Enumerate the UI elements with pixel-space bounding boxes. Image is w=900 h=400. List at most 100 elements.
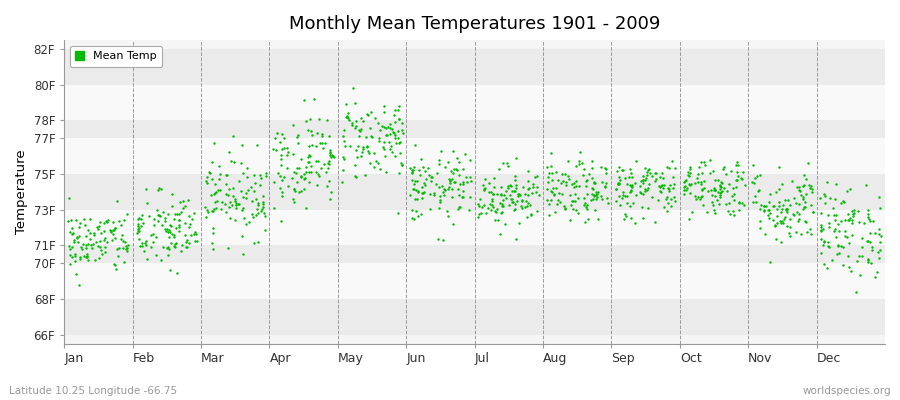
Point [202, 170, 217, 176]
Point [226, 133, 240, 139]
Point [65, 231, 79, 238]
Point [79, 251, 94, 257]
Point [770, 212, 784, 219]
Point [336, 167, 350, 174]
Point [391, 135, 405, 142]
Point [107, 261, 122, 267]
Point [494, 191, 508, 197]
Point [420, 164, 435, 171]
Point [202, 168, 216, 175]
Point [122, 242, 136, 248]
Point [863, 218, 878, 224]
Point [451, 206, 465, 212]
Point [371, 120, 385, 126]
Point [212, 170, 227, 177]
Point [821, 243, 835, 249]
Point [190, 238, 204, 244]
Point [825, 205, 840, 212]
Point [528, 189, 543, 195]
Point [778, 214, 792, 220]
Point [706, 202, 720, 208]
Point [677, 186, 691, 193]
Point [248, 196, 263, 203]
Point [148, 234, 163, 241]
Point [509, 236, 524, 242]
Point [491, 217, 505, 223]
Point [382, 124, 396, 130]
Point [88, 239, 103, 245]
Point [482, 204, 496, 211]
Point [829, 181, 843, 187]
Point [786, 211, 800, 217]
Point [703, 187, 717, 194]
Point [616, 189, 631, 195]
Point [679, 183, 693, 190]
Point [186, 231, 201, 237]
Point [286, 151, 301, 157]
Point [275, 189, 290, 196]
Point [854, 235, 868, 242]
Point [403, 165, 418, 171]
Point [324, 189, 338, 196]
Point [456, 165, 471, 172]
Point [337, 126, 351, 133]
Point [394, 159, 409, 166]
Point [725, 207, 740, 214]
Point [275, 193, 290, 199]
Point [791, 218, 806, 224]
Point [478, 176, 492, 182]
Point [349, 123, 364, 130]
Point [179, 239, 194, 245]
Point [435, 148, 449, 154]
Point [72, 233, 86, 240]
Point [772, 199, 787, 206]
Point [775, 181, 789, 187]
Point [523, 202, 537, 208]
Point [773, 218, 788, 224]
Point [500, 185, 515, 191]
Point [99, 217, 113, 224]
Point [380, 131, 394, 138]
Point [796, 196, 810, 202]
Point [806, 208, 820, 215]
Point [827, 212, 842, 218]
Point [649, 176, 663, 182]
Point [737, 202, 751, 208]
Point [562, 217, 577, 224]
Point [665, 185, 680, 192]
Point [488, 216, 502, 223]
Point [415, 184, 429, 190]
Point [611, 174, 625, 180]
Point [557, 170, 572, 177]
Point [421, 171, 436, 178]
Point [843, 268, 858, 274]
Point [321, 160, 336, 166]
Point [546, 190, 561, 197]
Point [276, 145, 291, 152]
Point [555, 171, 570, 177]
Point [695, 170, 709, 176]
Point [64, 217, 78, 223]
Point [154, 256, 168, 263]
Point [590, 196, 604, 202]
Point [142, 212, 157, 219]
Point [648, 170, 662, 176]
Point [745, 162, 760, 168]
Point [369, 158, 383, 164]
Point [734, 200, 749, 206]
Point [659, 196, 673, 203]
Point [404, 169, 419, 176]
Point [180, 237, 194, 244]
Point [779, 206, 794, 212]
Point [406, 186, 420, 192]
Point [275, 131, 290, 137]
Point [302, 152, 317, 158]
Point [698, 162, 713, 168]
Point [62, 252, 77, 258]
Point [652, 183, 667, 190]
Point [587, 180, 601, 186]
Point [792, 187, 806, 194]
Point [211, 186, 225, 193]
Point [748, 174, 762, 181]
Point [182, 224, 196, 230]
